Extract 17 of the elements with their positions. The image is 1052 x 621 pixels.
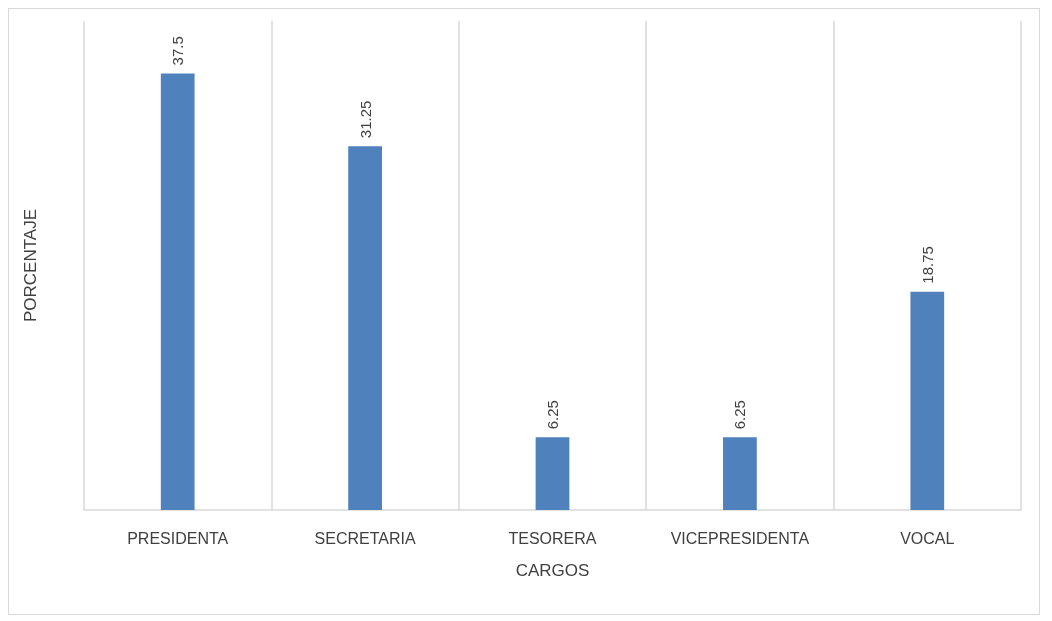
x-tick-label: PRESIDENTA <box>127 529 229 547</box>
data-label: 31.25 <box>356 100 374 139</box>
x-tick-label: VOCAL <box>900 529 955 547</box>
bar <box>910 291 945 510</box>
data-label: 37.5 <box>169 36 187 66</box>
data-label: 6.25 <box>731 400 749 430</box>
data-label: 6.25 <box>544 400 561 430</box>
x-axis-title: CARGOS <box>515 561 590 580</box>
x-tick-label: SECRETARIA <box>314 529 416 547</box>
bar <box>535 437 570 510</box>
x-tick-label: VICEPRESIDENTA <box>670 529 810 547</box>
data-label: 18.75 <box>918 246 936 284</box>
bar <box>348 146 382 510</box>
bar <box>160 73 195 510</box>
bar <box>723 437 757 510</box>
y-axis-title: PORCENTAJE <box>21 208 40 323</box>
x-tick-label: TESORERA <box>508 529 597 547</box>
